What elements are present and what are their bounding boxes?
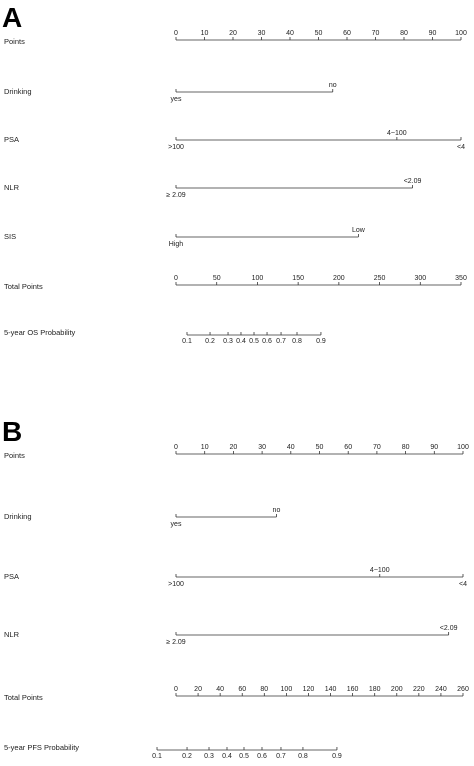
row-title: Total Points (4, 693, 43, 702)
row-title: NLR (4, 183, 20, 192)
level-label: <2.09 (440, 625, 458, 632)
tick-label: 70 (373, 444, 381, 451)
tick-label: 100 (281, 686, 293, 693)
tick-label: 40 (287, 444, 295, 451)
tick-label: 0.7 (276, 338, 286, 345)
tick-label: 260 (457, 686, 469, 693)
level-label: >100 (168, 144, 184, 151)
tick-label: 0.2 (182, 753, 192, 760)
tick-label: 100 (252, 275, 264, 282)
tick-label: 0 (174, 275, 178, 282)
panel-label: B (2, 416, 22, 447)
row-title: Points (4, 451, 25, 460)
tick-label: 0.4 (222, 753, 232, 760)
level-label: 4~100 (387, 130, 407, 137)
tick-label: 80 (260, 686, 268, 693)
tick-label: 20 (194, 686, 202, 693)
level-label: ≥ 2.09 (166, 639, 186, 646)
tick-label: 90 (430, 444, 438, 451)
tick-label: 120 (303, 686, 315, 693)
tick-label: 240 (435, 686, 447, 693)
tick-label: 250 (374, 275, 386, 282)
tick-label: 0.1 (152, 753, 162, 760)
tick-label: 0.2 (205, 338, 215, 345)
tick-label: 60 (344, 444, 352, 451)
level-label: 4~100 (370, 567, 390, 574)
row-title: Points (4, 37, 25, 46)
tick-label: 20 (229, 30, 237, 37)
tick-label: 0.8 (292, 338, 302, 345)
row-title: 5-year OS Probability (4, 328, 76, 337)
tick-label: 300 (414, 275, 426, 282)
tick-label: 0.3 (204, 753, 214, 760)
row-title: Total Points (4, 282, 43, 291)
level-label: <4 (457, 144, 465, 151)
tick-label: 150 (292, 275, 304, 282)
tick-label: 0.3 (223, 338, 233, 345)
tick-label: 0 (174, 30, 178, 37)
tick-label: 0.9 (332, 753, 342, 760)
level-label: <4 (459, 581, 467, 588)
tick-label: 80 (402, 444, 410, 451)
tick-label: 50 (315, 30, 323, 37)
tick-label: 60 (238, 686, 246, 693)
level-label: >100 (168, 581, 184, 588)
tick-label: 0 (174, 686, 178, 693)
tick-label: 40 (216, 686, 224, 693)
level-label: Low (352, 227, 366, 234)
row-title: PSA (4, 135, 19, 144)
tick-label: 0.8 (298, 753, 308, 760)
level-label: no (273, 507, 281, 514)
tick-label: 220 (413, 686, 425, 693)
tick-label: 50 (316, 444, 324, 451)
tick-label: 30 (258, 444, 266, 451)
tick-label: 100 (457, 444, 469, 451)
tick-label: 40 (286, 30, 294, 37)
tick-label: 50 (213, 275, 221, 282)
level-label: yes (171, 96, 182, 103)
row-title: Drinking (4, 87, 32, 96)
tick-label: 0.4 (236, 338, 246, 345)
level-label: yes (171, 521, 182, 528)
level-label: no (329, 82, 337, 89)
tick-label: 350 (455, 275, 467, 282)
tick-label: 0 (174, 444, 178, 451)
tick-label: 70 (372, 30, 380, 37)
level-label: High (169, 241, 184, 248)
level-label: ≥ 2.09 (166, 192, 186, 199)
row-title: 5-year PFS Probability (4, 743, 79, 752)
tick-label: 80 (400, 30, 408, 37)
tick-label: 160 (347, 686, 359, 693)
row-title: SIS (4, 232, 16, 241)
tick-label: 10 (201, 444, 209, 451)
tick-label: 0.5 (249, 338, 259, 345)
tick-label: 180 (369, 686, 381, 693)
tick-label: 0.1 (182, 338, 192, 345)
tick-label: 200 (391, 686, 403, 693)
tick-label: 60 (343, 30, 351, 37)
tick-label: 90 (429, 30, 437, 37)
tick-label: 100 (455, 30, 467, 37)
tick-label: 20 (230, 444, 238, 451)
panel-label: A (2, 2, 22, 33)
tick-label: 0.6 (262, 338, 272, 345)
tick-label: 0.5 (239, 753, 249, 760)
tick-label: 140 (325, 686, 337, 693)
tick-label: 0.6 (257, 753, 267, 760)
level-label: <2.09 (404, 178, 422, 185)
row-title: PSA (4, 572, 19, 581)
row-title: Drinking (4, 512, 32, 521)
tick-label: 0.7 (276, 753, 286, 760)
tick-label: 10 (201, 30, 209, 37)
tick-label: 200 (333, 275, 345, 282)
tick-label: 30 (258, 30, 266, 37)
tick-label: 0.9 (316, 338, 326, 345)
row-title: NLR (4, 630, 20, 639)
